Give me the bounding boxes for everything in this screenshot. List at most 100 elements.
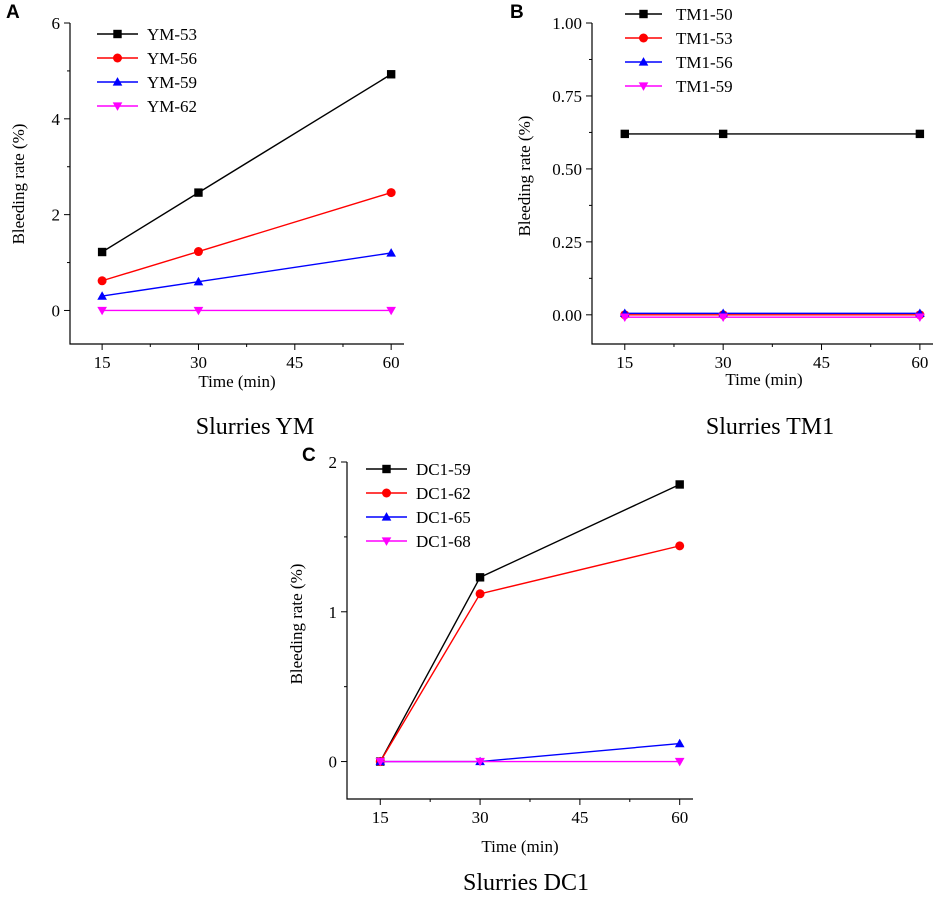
legend-marker — [112, 102, 123, 111]
y-tick-label: 0.25 — [552, 233, 582, 252]
x-axis-title: Time (min) — [481, 837, 558, 856]
series-line — [379, 545, 680, 762]
legend-marker — [381, 512, 392, 521]
panel-caption: Slurries DC1 — [463, 870, 589, 896]
legend-label: DC1-59 — [416, 460, 471, 479]
y-tick-label: 0.50 — [552, 160, 582, 179]
chart-panel-a: 15 30 45 60 0 2 4 6 Time (min) Bleeding rate (%) Y… — [6, 2, 404, 440]
data-point — [97, 291, 107, 300]
legend-label: DC1-62 — [416, 484, 471, 503]
legend-marker — [381, 537, 392, 546]
y-tick-label: 1.00 — [552, 14, 582, 33]
x-tick-label: 15 — [372, 808, 389, 827]
legend: YM-53 YM-56 YM-59 YM-62 — [97, 25, 197, 116]
data-point — [675, 480, 684, 489]
y-tick-label: 4 — [52, 110, 61, 129]
y-tick-label: 2 — [52, 206, 61, 225]
legend-marker — [113, 29, 122, 39]
legend-label: TM1-59 — [676, 77, 733, 96]
legend: TM1-50 TM1-53 TM1-56 TM1-59 — [625, 5, 733, 96]
legend-label: TM1-56 — [676, 53, 733, 72]
data-point — [475, 589, 485, 599]
x-tick-label: 15 — [94, 353, 111, 372]
panel-letter: C — [302, 445, 316, 466]
x-tick-label: 60 — [911, 353, 928, 372]
data-point — [475, 573, 485, 582]
x-tick-label: 60 — [671, 808, 688, 827]
data-point — [386, 70, 396, 79]
y-tick-label: 0 — [52, 301, 61, 320]
legend-marker — [382, 464, 391, 474]
y-tick-label: 2 — [329, 453, 338, 472]
legend-label: DC1-68 — [416, 532, 471, 551]
data-point — [620, 129, 629, 139]
data-point — [193, 306, 204, 316]
data-point — [619, 313, 630, 322]
data-point — [386, 306, 396, 316]
series-line — [101, 73, 392, 253]
panel-letter: B — [510, 2, 524, 23]
x-tick-label: 60 — [383, 353, 400, 372]
data-point — [675, 541, 685, 551]
legend-label: YM-62 — [147, 97, 197, 116]
y-axis-title: Bleeding rate (%) — [9, 124, 28, 245]
panel-caption: Slurries TM1 — [706, 414, 834, 440]
axis-frame — [346, 462, 693, 800]
data-point — [193, 247, 203, 257]
chart-panel-c: 15 30 45 60 0 1 2 Time (min) Bleeding rate (%) DC… — [287, 445, 693, 896]
data-point — [475, 757, 485, 767]
legend-label: DC1-65 — [416, 508, 471, 527]
x-tick-label: 30 — [715, 353, 732, 372]
data-point — [375, 757, 386, 767]
data-point — [386, 188, 396, 198]
panel-letter: A — [6, 2, 20, 23]
data-point — [915, 313, 925, 322]
legend-label: TM1-53 — [676, 29, 733, 48]
data-point — [915, 129, 925, 139]
data-point — [97, 306, 107, 316]
data-point — [97, 247, 107, 257]
x-axis-title: Time (min) — [725, 370, 802, 389]
data-point — [674, 757, 685, 767]
data-point — [193, 276, 204, 286]
y-tick-label: 0.75 — [552, 87, 582, 106]
legend-marker — [639, 9, 648, 19]
legend-marker — [638, 82, 649, 91]
data-point — [718, 313, 728, 322]
legend-marker — [113, 53, 122, 63]
y-axis-title: Bleeding rate (%) — [287, 564, 306, 685]
data-point — [386, 248, 396, 257]
legend-label: YM-53 — [147, 25, 197, 44]
legend-label: YM-59 — [147, 73, 197, 92]
series-line — [101, 191, 392, 282]
legend-label: YM-56 — [147, 49, 197, 68]
series-line — [102, 252, 392, 297]
panel-caption: Slurries YM — [196, 414, 314, 440]
legend-marker — [112, 77, 123, 86]
axis-frame — [69, 23, 404, 345]
legend-marker — [639, 33, 648, 43]
data-point — [674, 738, 685, 748]
x-tick-label: 45 — [813, 353, 830, 372]
legend-marker — [382, 488, 391, 498]
x-tick-label: 45 — [286, 353, 303, 372]
legend-label: TM1-50 — [676, 5, 733, 24]
x-tick-label: 15 — [616, 353, 633, 372]
y-tick-label: 1 — [329, 603, 338, 622]
chart-panel-b: 15 30 45 60 0.00 0.25 0.50 0.75 1.00 Time (min) Bl… — [510, 2, 933, 440]
y-tick-label: 6 — [52, 14, 61, 33]
legend: DC1-59 DC1-62 DC1-65 DC1-68 — [366, 460, 471, 551]
y-axis-title: Bleeding rate (%) — [515, 116, 534, 237]
legend-marker — [638, 57, 649, 66]
axis-frame — [591, 23, 933, 345]
x-tick-label: 30 — [190, 353, 207, 372]
x-tick-label: 30 — [472, 808, 489, 827]
data-point — [97, 276, 107, 286]
x-tick-label: 45 — [571, 808, 588, 827]
data-point — [194, 188, 203, 197]
y-tick-label: 0 — [329, 753, 338, 772]
series-line — [380, 742, 680, 763]
y-tick-label: 0.00 — [552, 306, 582, 325]
x-axis-title: Time (min) — [198, 372, 275, 391]
